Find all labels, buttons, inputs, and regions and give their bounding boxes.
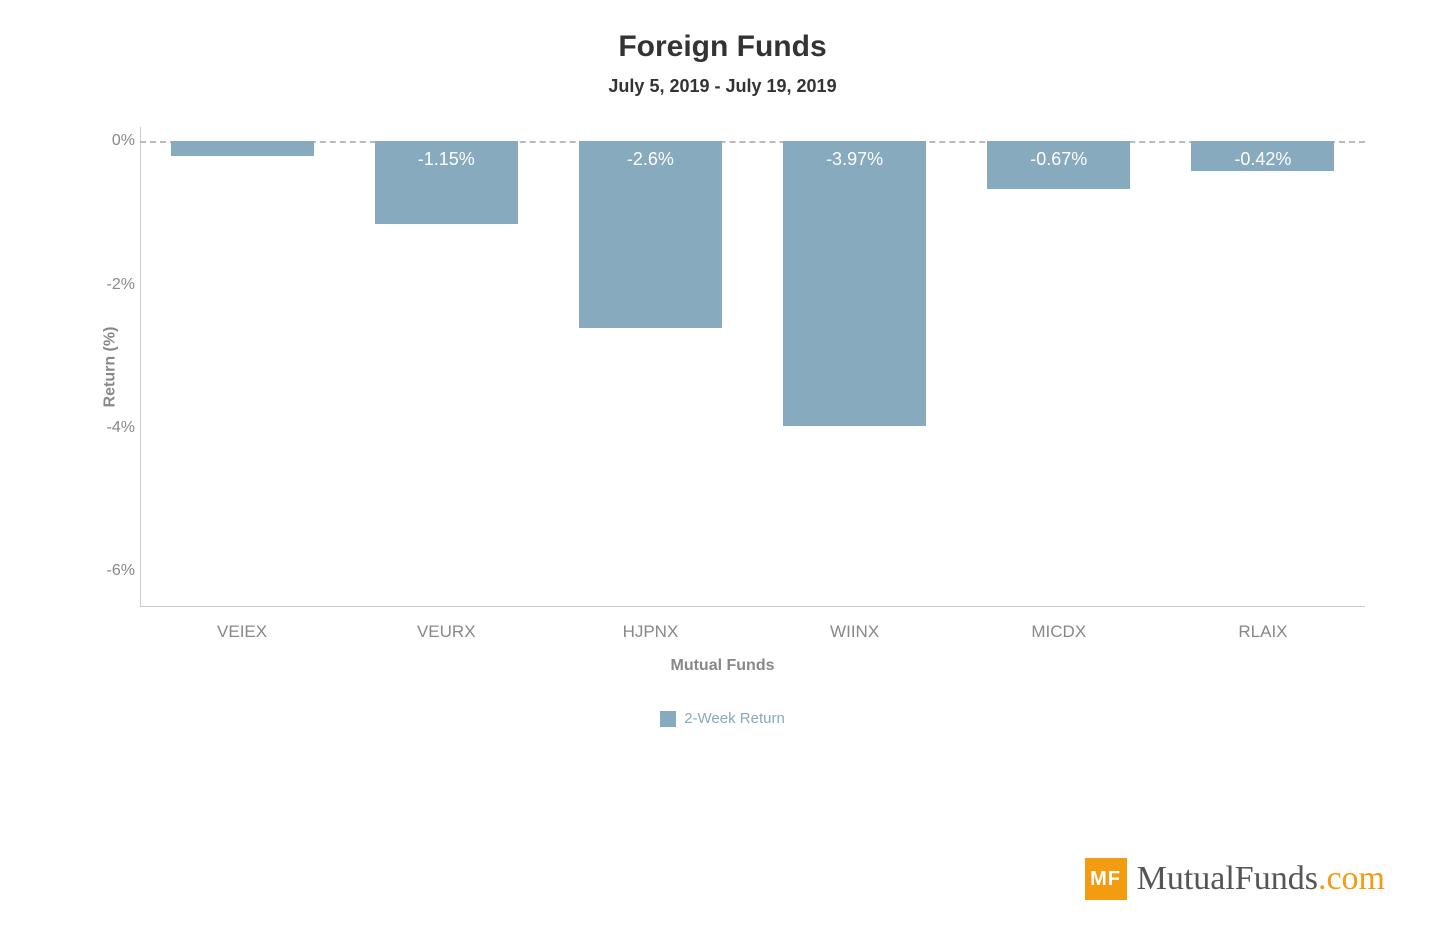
y-tick: -6% — [90, 562, 135, 580]
x-tick: MICDX — [957, 622, 1161, 642]
chart-subtitle: July 5, 2019 - July 19, 2019 — [60, 76, 1385, 97]
logo-text: MutualFunds.com — [1137, 860, 1385, 898]
bar: -3.97% — [783, 141, 926, 425]
logo-main: MutualFunds — [1137, 860, 1318, 897]
x-tick: HJPNX — [548, 622, 752, 642]
bar-slot: VEIEX — [140, 127, 344, 607]
x-tick: VEURX — [344, 622, 548, 642]
x-tick: WIINX — [753, 622, 957, 642]
bar: -0.67% — [987, 141, 1130, 189]
chart-title: Foreign Funds — [60, 30, 1385, 64]
bar: -1.15% — [375, 141, 518, 223]
x-tick: RLAIX — [1161, 622, 1365, 642]
bar-value-label: -1.15% — [375, 149, 518, 170]
bar-value-label: -0.42% — [1191, 149, 1334, 170]
x-axis-label: Mutual Funds — [60, 657, 1385, 675]
bar-slot: -0.67%MICDX — [957, 127, 1161, 607]
y-tick: -4% — [90, 419, 135, 437]
bar: -0.42% — [1191, 141, 1334, 171]
bar-slot: -2.6%HJPNX — [548, 127, 752, 607]
y-axis-label: Return (%) — [101, 327, 119, 408]
y-tick: 0% — [90, 132, 135, 150]
legend: 2-Week Return — [60, 710, 1385, 727]
bars-group: VEIEX-1.15%VEURX-2.6%HJPNX-3.97%WIINX-0.… — [140, 127, 1365, 607]
bar-value-label: -3.97% — [783, 149, 926, 170]
legend-swatch — [660, 711, 676, 727]
x-tick: VEIEX — [140, 622, 344, 642]
bar-slot: -0.42%RLAIX — [1161, 127, 1365, 607]
legend-label: 2-Week Return — [684, 710, 785, 727]
bar-value-label: -0.67% — [987, 149, 1130, 170]
logo-badge: MF — [1085, 858, 1127, 900]
plot-area: Return (%) 0%-2%-4%-6% VEIEX-1.15%VEURX-… — [140, 127, 1365, 607]
logo-suffix: .com — [1318, 860, 1385, 897]
bar-value-label: -2.6% — [579, 149, 722, 170]
bar-slot: -1.15%VEURX — [344, 127, 548, 607]
bar: -2.6% — [579, 141, 722, 327]
logo: MF MutualFunds.com — [1085, 858, 1385, 900]
bar — [171, 141, 314, 155]
y-tick: -2% — [90, 276, 135, 294]
chart-container: Foreign Funds July 5, 2019 - July 19, 20… — [0, 0, 1445, 925]
bar-slot: -3.97%WIINX — [753, 127, 957, 607]
